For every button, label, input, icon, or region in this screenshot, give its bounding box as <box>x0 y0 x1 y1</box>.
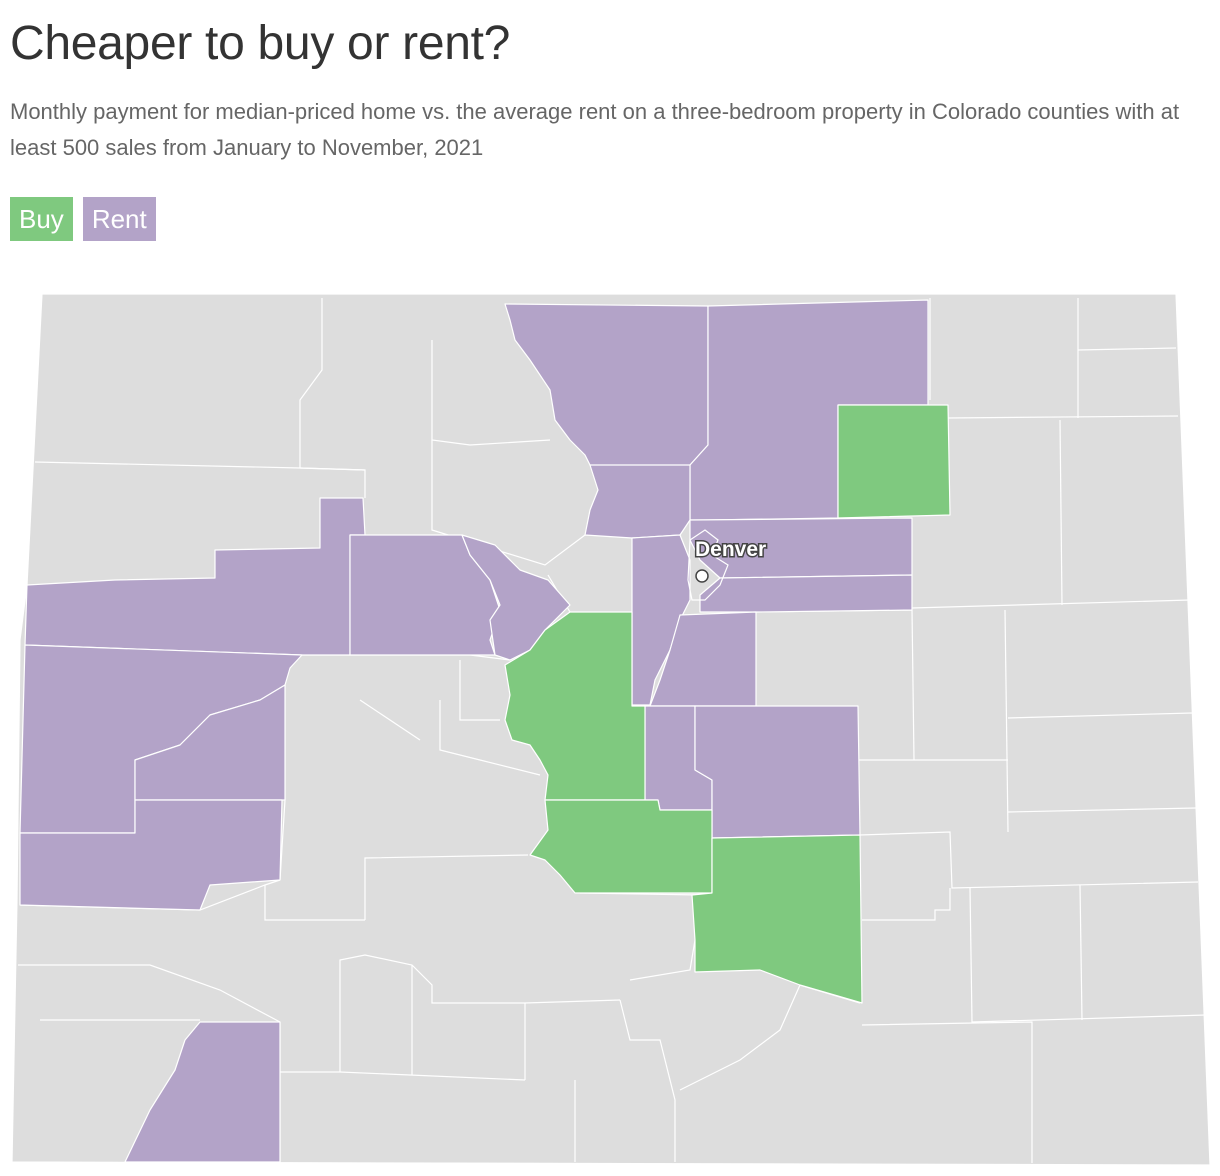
county-montrose-rent <box>19 799 283 911</box>
rent-counties <box>19 299 929 1163</box>
chart-subtitle: Monthly payment for median-priced home v… <box>10 99 1180 160</box>
county-el-paso-rent <box>694 705 861 839</box>
county-boulder-rent <box>584 464 691 539</box>
county-la-plata-rent <box>124 1021 281 1163</box>
chart-title: Cheaper to buy or rent? <box>10 17 511 70</box>
county-eagle-summit-rent <box>461 534 571 661</box>
legend: Buy Rent <box>10 197 156 241</box>
legend-item-buy: Buy <box>10 197 73 241</box>
legend-item-rent: Rent <box>82 197 156 241</box>
denver-dot-icon <box>695 569 709 583</box>
denver-metro-outline <box>687 529 729 601</box>
colorado-county-map: Denver <box>11 293 1211 1166</box>
buy-counties <box>504 404 951 1004</box>
county-arapahoe-rent <box>699 574 913 613</box>
county-chaffee-park-buy <box>504 611 646 801</box>
county-fremont-buy <box>529 799 713 894</box>
county-pueblo-buy <box>691 834 863 1004</box>
denver-label: Denver <box>695 538 766 561</box>
denver-marker: Denver <box>687 529 768 601</box>
county-morgan-buy <box>837 404 951 519</box>
